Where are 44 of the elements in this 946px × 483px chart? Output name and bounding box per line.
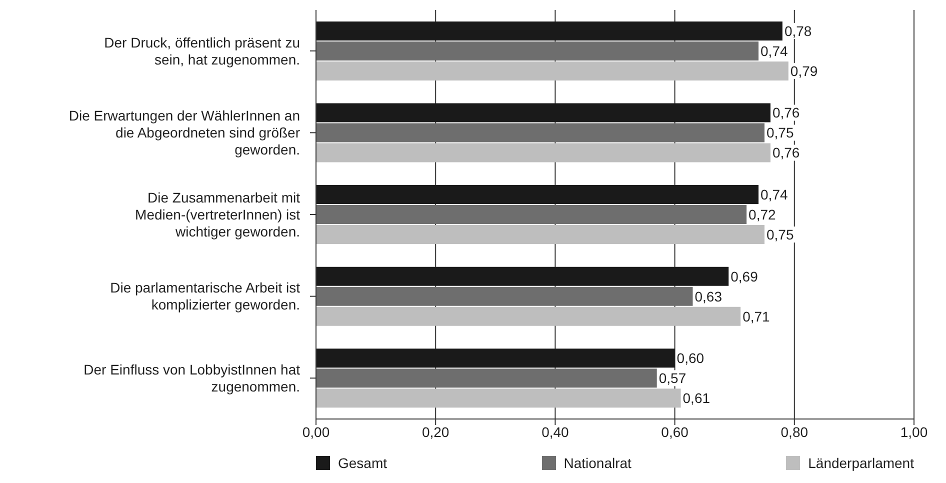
bar <box>316 306 741 326</box>
data-label: 0,75 <box>766 226 794 242</box>
data-label: 0,72 <box>748 206 776 222</box>
x-tick-label: 0,40 <box>542 424 570 440</box>
legend-label: Nationalrat <box>562 455 632 471</box>
bar <box>316 143 770 162</box>
x-tick-label: 0,20 <box>422 424 450 440</box>
bar <box>316 21 782 40</box>
legend-label: Länderparlament <box>807 455 914 471</box>
x-tick-label: 0,00 <box>302 424 330 440</box>
bar <box>316 368 657 388</box>
bar <box>316 225 764 244</box>
bar <box>316 103 770 122</box>
y-tick-label: Die Erwartungen der WählerInnen an die Abgeordneten sind größer geworden. <box>68 108 300 158</box>
x-tick-label: 1,00 <box>900 424 928 440</box>
x-tick-label: 0,60 <box>661 424 689 440</box>
data-label: 0,76 <box>772 144 800 161</box>
y-tick-label: Der Druck, öffentlich präsent zu sein, hat zugenommen. <box>104 34 300 68</box>
legend-label: Gesamt <box>337 455 388 471</box>
bar <box>316 348 675 368</box>
data-label: 0,69 <box>730 268 758 284</box>
bar <box>316 61 788 80</box>
bar <box>316 185 759 204</box>
y-tick-label: Die Zusammenarbeit mit Medien-(vertreterInnen) ist wichtiger geworden. <box>135 189 300 240</box>
bar <box>316 205 747 224</box>
data-label: 0,63 <box>694 288 722 304</box>
data-label: 0,61 <box>682 390 710 406</box>
x-tick-label: 0,80 <box>780 424 808 440</box>
data-label: 0,76 <box>772 104 800 121</box>
bar <box>316 123 764 142</box>
data-label: 0,60 <box>676 350 704 366</box>
y-tick-label: Der Einfluss von LobbyistInnen hat zugenommen. <box>84 362 300 394</box>
bar <box>316 41 759 60</box>
data-label: 0,74 <box>760 42 788 59</box>
bar <box>316 286 693 306</box>
bar <box>316 266 729 286</box>
bar <box>316 388 681 408</box>
data-label: 0,74 <box>760 186 788 202</box>
data-label: 0,75 <box>766 124 794 141</box>
y-tick-label: Die parlamentarische Arbeit ist komplizierter geworden. <box>110 280 300 313</box>
data-label: 0,57 <box>658 370 686 386</box>
data-label: 0,71 <box>742 308 770 324</box>
data-label: 0,78 <box>784 22 812 39</box>
data-label: 0,79 <box>790 62 818 79</box>
